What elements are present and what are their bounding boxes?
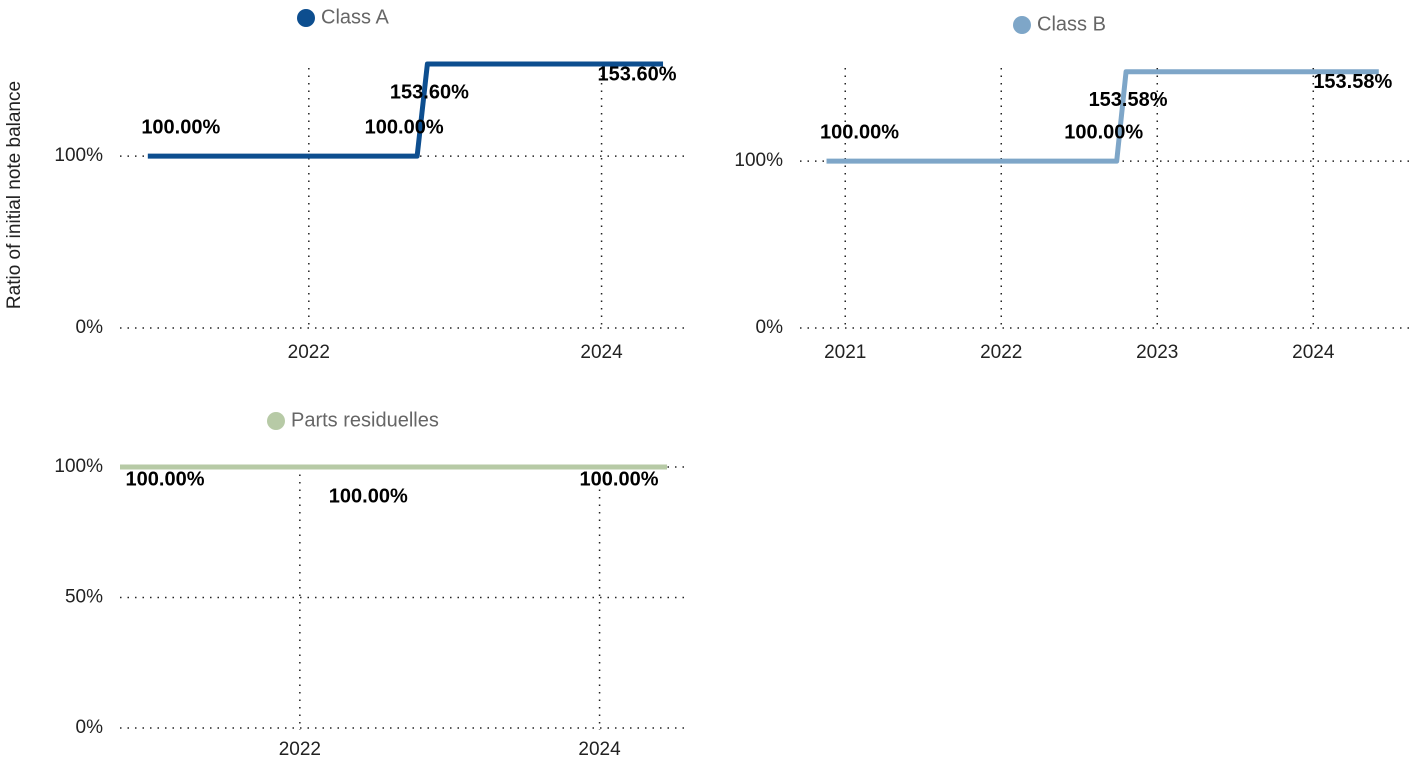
legend-marker xyxy=(1013,16,1031,34)
y-tick-label: 100% xyxy=(54,456,103,477)
data-label: 100.00% xyxy=(141,116,220,138)
y-tick-label: 100% xyxy=(734,150,783,171)
data-label: 100.00% xyxy=(580,468,659,490)
x-tick-label: 2024 xyxy=(580,342,623,363)
x-tick-label: 2021 xyxy=(824,342,866,363)
data-label: 153.60% xyxy=(390,81,469,103)
legend-marker xyxy=(297,9,315,27)
x-tick-label: 2022 xyxy=(980,342,1022,363)
legend-label: Class A xyxy=(321,6,389,28)
y-tick-label: 100% xyxy=(54,145,103,166)
y-tick-label: 0% xyxy=(756,317,784,338)
y-tick-label: 50% xyxy=(65,587,103,608)
x-tick-label: 2024 xyxy=(578,739,621,760)
data-label: 153.58% xyxy=(1089,89,1168,111)
y-tick-label: 0% xyxy=(76,317,104,338)
data-label: 153.58% xyxy=(1313,71,1392,93)
x-tick-label: 2024 xyxy=(1292,342,1335,363)
data-label: 100.00% xyxy=(820,121,899,143)
legend-marker xyxy=(267,412,285,430)
data-label: 100.00% xyxy=(365,116,444,138)
y-tick-label: 0% xyxy=(76,717,104,738)
data-label: 100.00% xyxy=(126,468,205,490)
y-axis-label: Ratio of initial note balance xyxy=(4,81,25,309)
x-tick-label: 2023 xyxy=(1136,342,1178,363)
data-label: 100.00% xyxy=(1064,121,1143,143)
data-label: 153.60% xyxy=(598,63,677,85)
line xyxy=(147,61,664,159)
legend-label: Parts residuelles xyxy=(291,409,439,431)
line xyxy=(826,69,1379,164)
legend-label: Class B xyxy=(1037,13,1106,35)
x-tick-label: 2022 xyxy=(288,342,330,363)
data-label: 100.00% xyxy=(329,485,408,507)
x-tick-label: 2022 xyxy=(279,739,321,760)
